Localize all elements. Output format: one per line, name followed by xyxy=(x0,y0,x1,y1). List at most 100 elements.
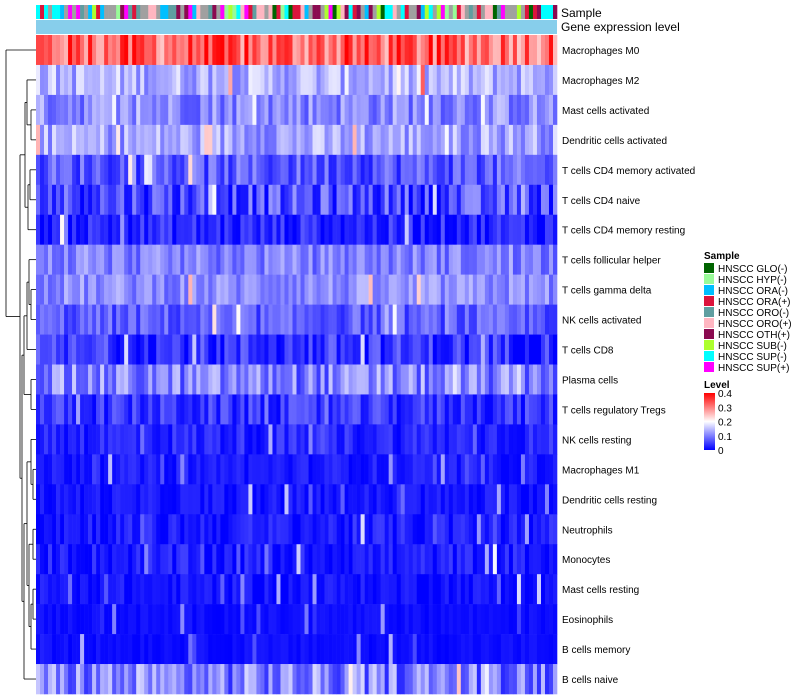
heatmap-cell xyxy=(396,35,401,66)
heatmap-cell xyxy=(356,214,361,245)
heatmap-cell xyxy=(168,394,173,425)
heatmap-cell xyxy=(196,244,201,275)
heatmap-cell xyxy=(112,604,117,635)
heatmap-cell xyxy=(528,634,534,665)
heatmap-cell xyxy=(76,574,81,605)
heatmap-cell xyxy=(72,394,77,425)
heatmap-cell xyxy=(316,334,321,365)
heatmap-cell xyxy=(408,664,414,695)
heatmap-cell xyxy=(272,184,277,216)
heatmap-cell xyxy=(36,544,41,575)
heatmap-cell xyxy=(404,334,410,365)
heatmap-cell xyxy=(532,274,538,305)
heatmap-cell xyxy=(460,664,466,695)
heatmap-cell xyxy=(396,124,401,156)
heatmap-cell xyxy=(212,514,217,545)
heatmap-cell xyxy=(104,214,109,245)
heatmap-cell xyxy=(480,634,486,665)
heatmap-cell xyxy=(372,574,377,605)
heatmap-cell xyxy=(92,484,97,515)
heatmap-cell xyxy=(248,574,253,605)
heatmap-cell xyxy=(168,574,173,605)
heatmap-cell xyxy=(64,604,69,635)
heatmap-cell xyxy=(36,154,41,186)
heatmap-cell xyxy=(548,274,554,305)
heatmap-cell xyxy=(444,604,450,635)
heatmap-cell xyxy=(368,424,373,455)
heatmap-cell xyxy=(228,394,233,425)
heatmap-cell xyxy=(36,304,41,335)
heatmap-cell xyxy=(252,184,257,216)
heatmap-cell xyxy=(396,214,401,245)
heatmap-cell xyxy=(180,214,185,245)
heatmap-cell xyxy=(200,214,205,245)
heatmap-cell xyxy=(216,604,221,635)
heatmap-cell xyxy=(184,334,189,365)
heatmap-cell xyxy=(288,454,293,485)
heatmap-cell xyxy=(244,64,249,96)
heatmap-cell xyxy=(360,634,365,665)
heatmap-cell xyxy=(436,574,442,605)
heatmap-cell xyxy=(448,604,454,635)
heatmap-cell xyxy=(144,454,149,485)
heatmap-cell xyxy=(316,274,321,305)
heatmap-cell xyxy=(392,454,397,485)
heatmap-cell xyxy=(516,244,522,275)
heatmap-cell xyxy=(476,574,482,605)
heatmap-cell xyxy=(444,244,450,275)
heatmap-cell xyxy=(340,274,345,305)
heatmap-cell xyxy=(508,244,514,275)
heatmap-cell xyxy=(432,274,438,305)
heatmap-cell xyxy=(484,454,490,485)
heatmap-cell xyxy=(344,424,349,455)
heatmap-cell xyxy=(264,394,269,425)
heatmap-cell xyxy=(212,35,217,66)
heatmap-cell xyxy=(280,244,285,275)
sample-annotation-cell xyxy=(336,5,341,19)
heatmap-cell xyxy=(88,214,93,245)
heatmap-cell xyxy=(132,184,137,216)
heatmap-cell xyxy=(136,154,141,186)
heatmap-cell xyxy=(360,184,365,216)
heatmap-cell xyxy=(468,334,474,365)
heatmap-cell xyxy=(392,154,397,186)
heatmap-cell xyxy=(128,304,133,335)
heatmap-cell xyxy=(176,154,181,186)
heatmap-cell xyxy=(88,274,93,305)
heatmap-cell xyxy=(496,544,502,575)
heatmap-cell xyxy=(480,304,486,335)
heatmap-cell xyxy=(92,424,97,455)
heatmap-cell xyxy=(108,394,113,425)
heatmap-cell xyxy=(512,154,518,186)
heatmap-cell xyxy=(484,334,490,365)
heatmap-cell xyxy=(364,304,369,335)
heatmap-cell xyxy=(216,64,221,96)
heatmap-cell xyxy=(500,454,506,485)
heatmap-cell xyxy=(280,274,285,305)
heatmap-cell xyxy=(308,544,313,575)
heatmap-cell xyxy=(40,35,45,66)
heatmap-cell xyxy=(300,274,305,305)
heatmap-cell xyxy=(244,424,249,455)
heatmap-cell xyxy=(72,124,77,156)
heatmap-cell xyxy=(484,514,490,545)
heatmap-cell xyxy=(456,514,462,545)
heatmap-cell xyxy=(484,154,490,186)
heatmap-cell xyxy=(228,154,233,186)
heatmap-cell xyxy=(540,544,546,575)
heatmap-cell xyxy=(196,634,201,665)
heatmap-cell xyxy=(384,574,389,605)
heatmap-cell xyxy=(52,35,57,66)
heatmap-cell xyxy=(276,274,281,305)
heatmap-cell xyxy=(188,64,193,96)
heatmap-cell xyxy=(540,484,546,515)
heatmap-cell xyxy=(152,514,157,545)
heatmap-cell xyxy=(480,664,486,695)
sample-annotation-cell xyxy=(376,5,381,19)
heatmap-cell xyxy=(136,334,141,365)
heatmap-cell xyxy=(244,334,249,365)
heatmap-cell xyxy=(332,184,337,216)
heatmap-cell xyxy=(296,304,301,335)
heatmap-cell xyxy=(248,634,253,665)
heatmap-cell xyxy=(280,634,285,665)
